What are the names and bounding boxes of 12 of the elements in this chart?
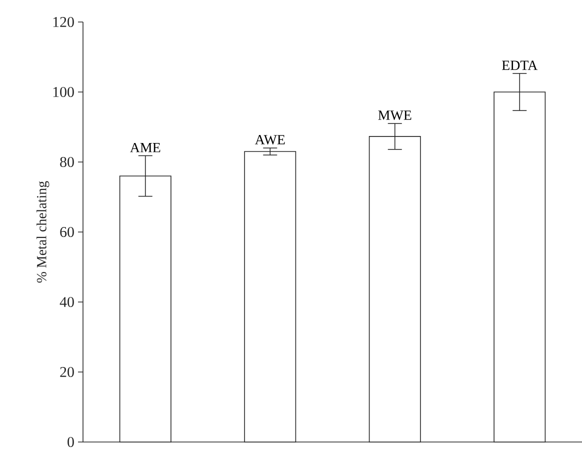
- y-tick-label: 120: [53, 16, 74, 28]
- y-tick-label: 80: [60, 156, 74, 168]
- x-tick-label: EDTA: [502, 60, 538, 70]
- y-tick-label: 20: [60, 366, 74, 378]
- y-tick-label: 0: [68, 436, 74, 448]
- x-tick-label: AWE: [254, 135, 285, 144]
- y-tick-label: 60: [60, 226, 74, 238]
- y-tick-label: 100: [53, 86, 74, 98]
- x-tick-label: AME: [130, 142, 160, 152]
- x-tick-label: MWE: [378, 110, 412, 120]
- y-tick-label: 40: [60, 296, 74, 308]
- y-axis-title: % Metal chelating: [36, 181, 50, 283]
